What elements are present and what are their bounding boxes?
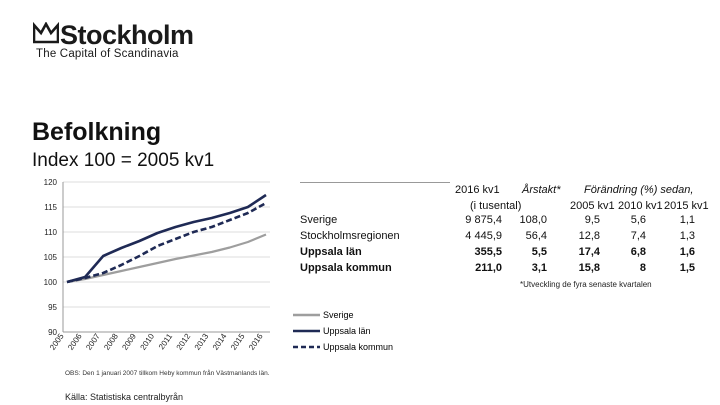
chart-legend: Sverige Uppsala län Uppsala kommun [293,310,393,352]
table-cell-rate: 3,1 [531,262,547,274]
obs-note: OBS: Den 1 januari 2007 tillkom Heby kom… [65,370,270,377]
table-unit-note: (i tusental) [470,200,522,212]
table-subheader-2010: 2010 kv1 [618,200,663,212]
table-cell-c2010: 6,8 [630,246,646,258]
table-cell-c2015: 1,1 [679,214,695,226]
table-cell-c2005: 15,8 [578,262,600,274]
table-cell-label: Uppsala län [300,246,362,258]
y-tick-label: 100 [44,278,58,287]
table-header-arstakt: Årstakt* [522,184,561,196]
page-title: Befolkning [32,118,162,146]
table-cell-c2005: 9,5 [584,214,600,226]
table-cell-rate: 5,5 [531,246,547,258]
x-tick-label: 2007 [84,332,102,352]
x-tick-label: 2010 [139,332,157,352]
source-note: Källa: Statistiska centralbyrån [65,392,184,402]
table-cell-c2015: 1,3 [679,230,695,242]
table-cell-value: 355,5 [474,246,502,258]
legend-label-uppsala-kommun: Uppsala kommun [323,342,393,352]
y-tick-label: 115 [44,203,57,212]
y-tick-label: 90 [48,328,57,337]
x-tick-label: 2008 [102,332,120,352]
page-subtitle: Index 100 = 2005 kv1 [32,150,215,171]
table-subheader-2005: 2005 kv1 [570,200,615,212]
y-tick-label: 105 [44,253,58,262]
table-cell-c2010: 8 [639,262,646,274]
x-tick-label: 2016 [247,332,265,352]
series-line-uppsala-kommun [66,201,267,284]
legend-label-uppsala-lan: Uppsala län [323,326,371,336]
table-cell-c2005: 17,4 [578,246,600,258]
table-cell-label: Uppsala kommun [300,262,392,274]
table-cell-label: Sverige [300,214,338,226]
legend-label-sverige: Sverige [323,310,354,320]
table-cell-value: 4 445,9 [465,230,502,242]
table-cell-value: 211,0 [475,262,502,274]
table-footnote: *Utveckling de fyra senaste kvartalen [520,280,652,289]
crown-logo-icon [33,22,59,44]
table-cell-rate: 56,4 [525,230,547,242]
table-cell-value: 9 875,4 [465,214,502,226]
table-cell-c2015: 1,5 [679,262,695,274]
brand-name: Stockholm [60,20,194,50]
x-tick-label: 2013 [193,332,211,352]
y-tick-label: 110 [44,228,57,237]
table-cell-c2010: 7,4 [630,230,646,242]
table-header-2016: 2016 kv1 [455,184,500,196]
table-cell-c2015: 1,6 [679,246,695,258]
table-cell-label: Stockholmsregionen [300,230,400,242]
x-tick-label: 2012 [175,332,193,352]
x-tick-label: 2014 [211,332,229,352]
table-header-divider [300,182,450,183]
x-tick-label: 2011 [157,332,175,352]
table-header-forandring: Förändring (%) sedan, [584,184,694,196]
table-cell-c2005: 12,8 [578,230,600,242]
brand-tagline: The Capital of Scandinavia [36,48,179,60]
y-tick-label: 120 [44,178,58,187]
table-subheader-2015: 2015 kv1 [664,200,709,212]
y-tick-label: 95 [48,303,57,312]
x-tick-label: 2009 [120,332,138,352]
series-line-uppsala-län [66,193,267,284]
table-cell-rate: 108,0 [519,214,547,226]
series-line-sverige [66,233,267,284]
x-tick-label: 2015 [229,332,247,352]
x-tick-label: 2006 [66,332,84,352]
table-cell-c2010: 5,6 [630,214,646,226]
